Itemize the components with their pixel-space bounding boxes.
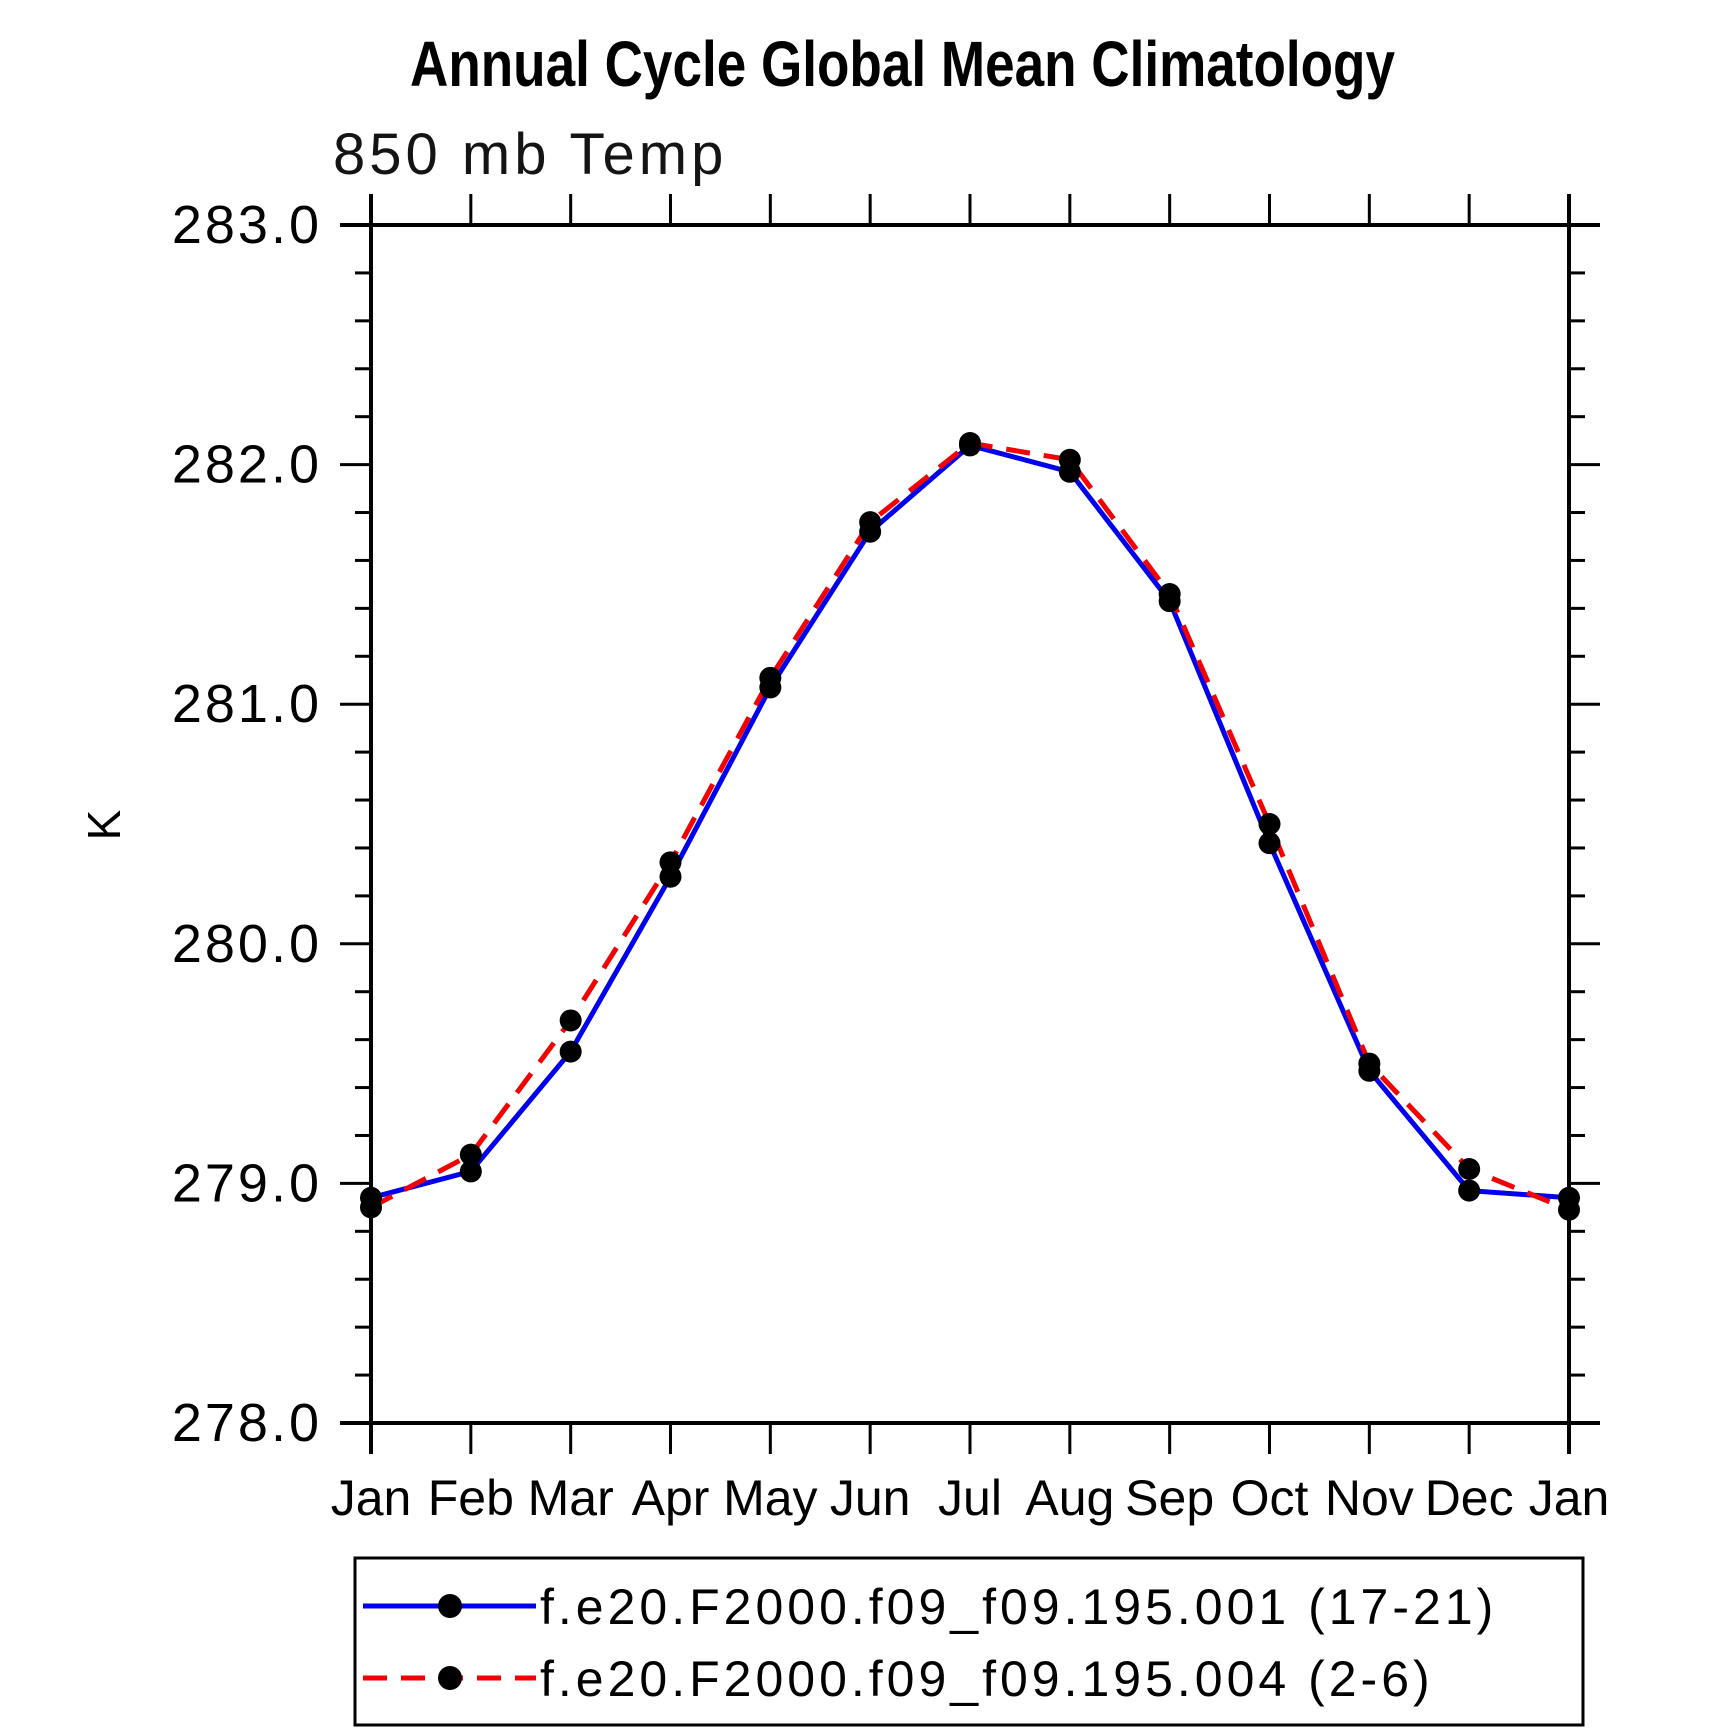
chart-subtitle: 850 mb Temp <box>333 122 727 187</box>
y-axis-label: K <box>78 808 130 841</box>
markers-group <box>360 432 1580 1221</box>
data-point-marker <box>559 1040 582 1063</box>
legend-item-run001: f.e20.F2000.f09_f09.195.001 (17-21) <box>363 1579 1497 1635</box>
data-point-marker <box>459 1143 482 1166</box>
data-point-marker <box>1058 448 1081 471</box>
legend-box <box>353 1556 1585 1727</box>
y-tick-label: 278.0 <box>172 1393 322 1453</box>
y-tick-label: 280.0 <box>172 914 322 974</box>
x-tick-label: Nov <box>1325 1470 1414 1526</box>
data-point-marker <box>559 1009 582 1032</box>
data-point-marker <box>360 1196 382 1219</box>
legend-marker-circle <box>438 1594 462 1618</box>
data-point-marker <box>959 432 981 455</box>
data-point-marker <box>659 851 682 874</box>
x-tick-label: Oct <box>1231 1470 1309 1526</box>
x-tick-label: Jul <box>938 1470 1002 1526</box>
y-tick-label: 283.0 <box>172 195 322 255</box>
legend: f.e20.F2000.f09_f09.195.001 (17-21) f.e2… <box>353 1556 1585 1727</box>
data-point-marker <box>759 666 782 689</box>
legend-label-run004: f.e20.F2000.f09_f09.195.004 (2-6) <box>540 1651 1434 1707</box>
data-point-marker <box>1258 832 1281 855</box>
axes: Jan Feb Mar Apr May Jun Jul Aug Sep Oct Nov Dec Jan2… <box>172 194 1609 1526</box>
x-tick-label: Sep <box>1125 1470 1214 1526</box>
legend-marker-circle <box>438 1666 462 1690</box>
series-group <box>369 440 1570 1213</box>
data-point-marker <box>1358 1052 1381 1075</box>
y-tick-label: 279.0 <box>172 1153 322 1213</box>
y-tick-label: 282.0 <box>172 435 322 495</box>
data-point-marker <box>1258 813 1281 835</box>
x-tick-label: Aug <box>1025 1470 1114 1526</box>
data-point-marker <box>459 1160 482 1183</box>
data-point-marker <box>859 511 882 534</box>
legend-label-run001: f.e20.F2000.f09_f09.195.001 (17-21) <box>540 1579 1497 1635</box>
x-tick-label: Mar <box>528 1470 614 1526</box>
x-tick-label: May <box>723 1470 817 1526</box>
legend-item-run004: f.e20.F2000.f09_f09.195.004 (2-6) <box>363 1651 1434 1707</box>
x-tick-label: Feb <box>428 1470 514 1526</box>
x-tick-label: Jan <box>331 1470 412 1526</box>
x-tick-label: Jan <box>1529 1470 1610 1526</box>
x-tick-label: Jun <box>830 1470 911 1526</box>
data-point-marker <box>1458 1158 1481 1181</box>
x-tick-label: Apr <box>632 1470 710 1526</box>
data-point-marker <box>1458 1179 1481 1202</box>
x-tick-label: Dec <box>1425 1470 1514 1526</box>
data-point-marker <box>1158 582 1181 605</box>
data-point-marker <box>1558 1198 1580 1221</box>
chart-title: Annual Cycle Global Mean Climatology <box>410 28 1395 100</box>
y-tick-label: 281.0 <box>172 674 322 734</box>
